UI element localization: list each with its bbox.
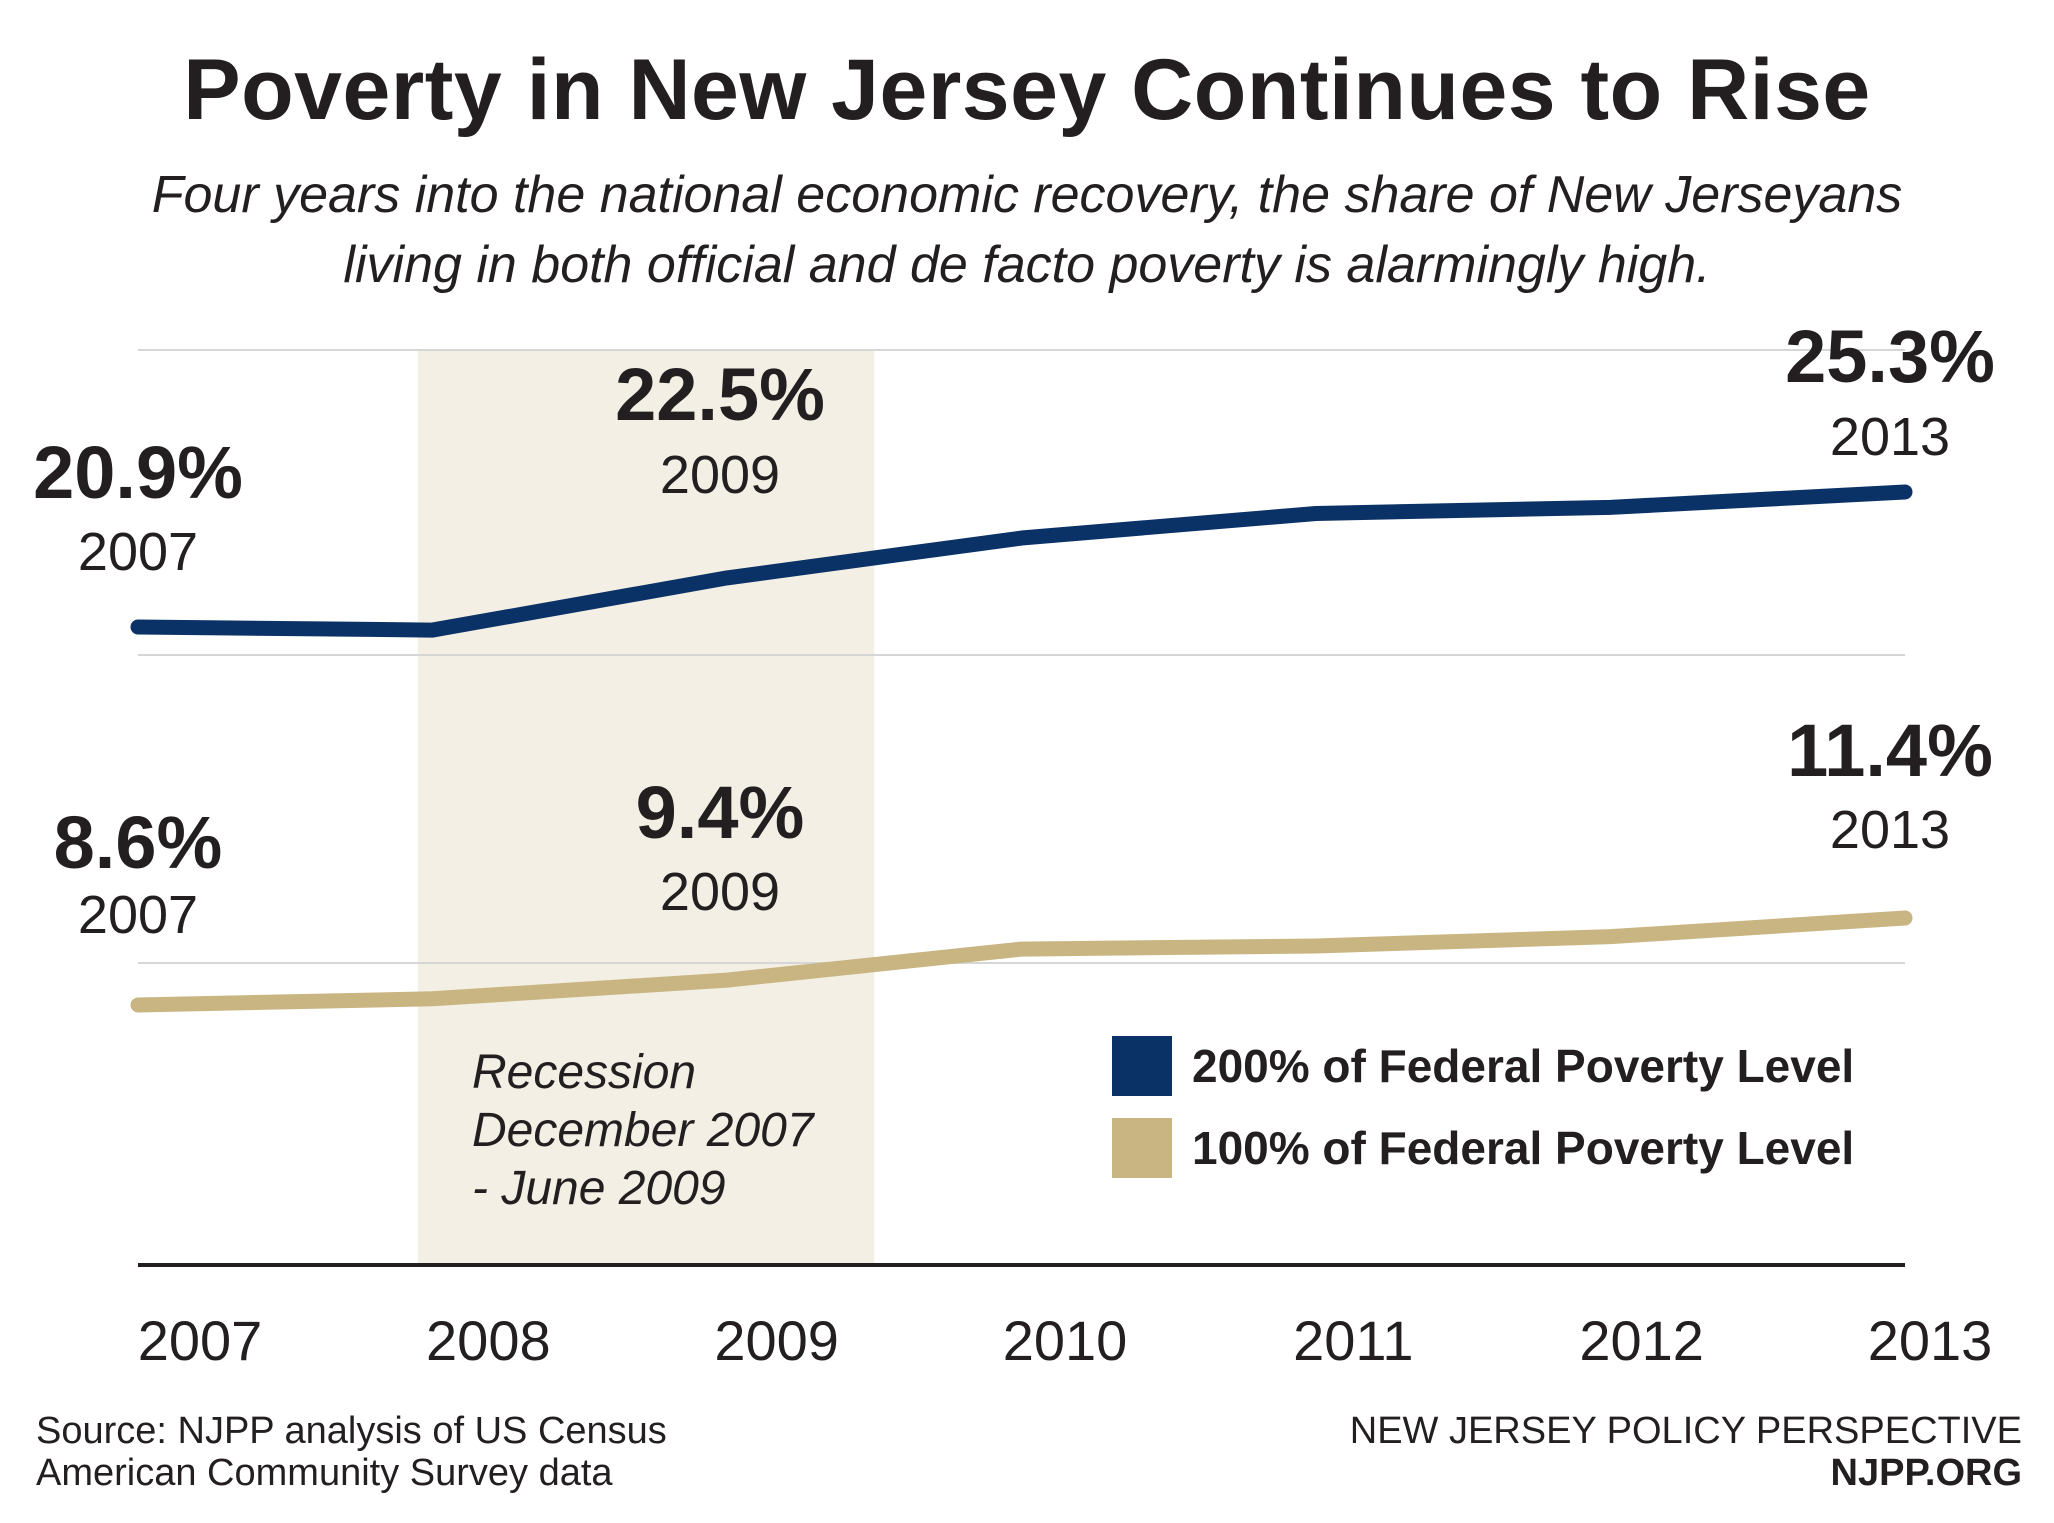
page-subtitle: Four years into the national economic re… — [0, 160, 2054, 300]
x-tick-label-2012: 2012 — [1579, 1309, 1704, 1372]
source-line-1: Source: NJPP analysis of US Census — [36, 1410, 667, 1452]
recession-label-line-2: December 2007 — [472, 1104, 816, 1157]
source-note: Source: NJPP analysis of US Census Ameri… — [36, 1410, 667, 1494]
recession-label-line-3: - June 2009 — [472, 1162, 726, 1215]
x-tick-label-2007: 2007 — [138, 1309, 263, 1372]
data-label-value-200-fpl-2013: 25.3% — [1785, 315, 1995, 398]
data-label-year-200-fpl-2009: 2009 — [660, 445, 780, 505]
data-label-year-200-fpl-2007: 2007 — [78, 522, 198, 582]
series-line-100-fpl — [130, 910, 1913, 1013]
data-label-value-100-fpl-2009: 9.4% — [636, 771, 805, 854]
data-label-value-200-fpl-2007: 20.9% — [33, 431, 243, 514]
subtitle-line-1: Four years into the national economic re… — [151, 166, 1903, 224]
org-name: NEW JERSEY POLICY PERSPECTIVE — [1349, 1410, 2022, 1452]
org-url: NJPP.ORG — [1830, 1452, 2022, 1494]
page-title: Poverty in New Jersey Continues to Rise — [183, 42, 1871, 138]
legend-swatch-200-fpl — [1112, 1036, 1172, 1096]
data-label-year-200-fpl-2013: 2013 — [1830, 407, 1950, 467]
x-tick-label-2009: 2009 — [714, 1309, 839, 1372]
data-label-year-100-fpl-2009: 2009 — [660, 862, 780, 922]
series-line-200-fpl — [130, 484, 1913, 638]
data-label-year-100-fpl-2013: 2013 — [1830, 800, 1950, 860]
legend-label-100-fpl: 100% of Federal Poverty Level — [1192, 1122, 1854, 1174]
x-tick-label-2008: 2008 — [426, 1309, 551, 1372]
data-label-value-100-fpl-2007: 8.6% — [54, 801, 223, 884]
recession-label-line-1: Recession — [472, 1046, 696, 1099]
data-label-value-200-fpl-2009: 22.5% — [615, 353, 825, 436]
legend-swatch-100-fpl — [1112, 1118, 1172, 1178]
org-credit: NEW JERSEY POLICY PERSPECTIVE NJPP.ORG — [1350, 1410, 2022, 1494]
data-label-value-100-fpl-2013: 11.4% — [1787, 709, 1993, 792]
source-line-2: American Community Survey data — [36, 1452, 613, 1494]
recession-band — [417, 350, 875, 1265]
legend-label-200-fpl: 200% of Federal Poverty Level — [1192, 1040, 1854, 1092]
x-tick-label-2011: 2011 — [1293, 1309, 1413, 1372]
data-label-year-100-fpl-2007: 2007 — [78, 885, 198, 945]
x-tick-label-2010: 2010 — [1003, 1309, 1128, 1372]
subtitle-line-2: living in both official and de facto pov… — [343, 236, 1711, 294]
x-tick-label-2013: 2013 — [1868, 1309, 1993, 1372]
